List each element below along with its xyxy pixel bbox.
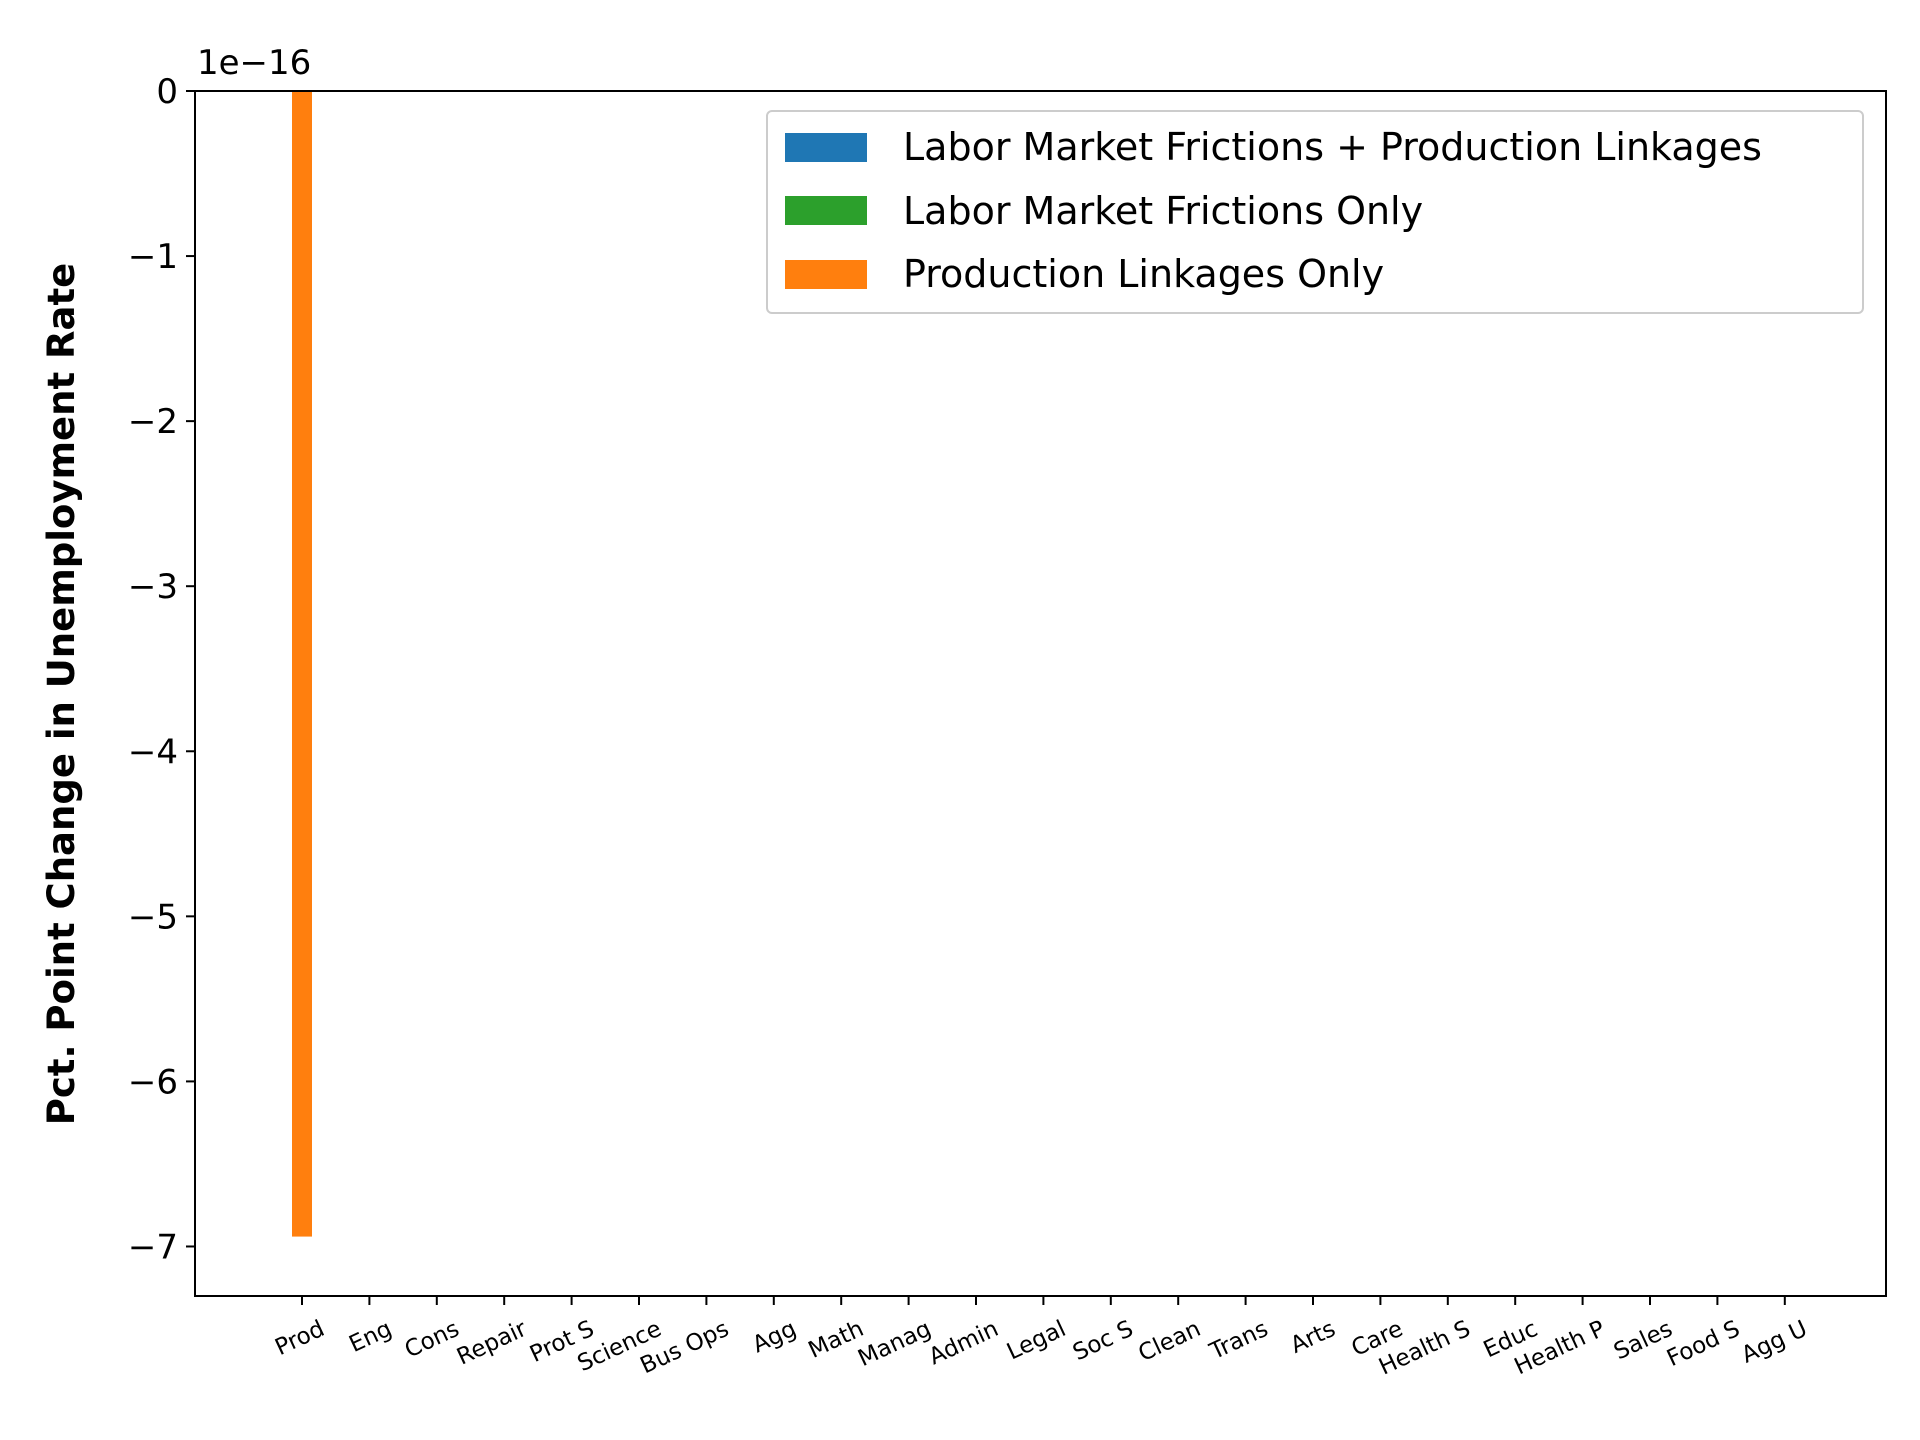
- legend-swatch-frictions: [785, 196, 867, 225]
- legend-label-frictions: Labor Market Frictions Only: [903, 189, 1423, 233]
- y-tick-label: −1: [128, 237, 178, 277]
- axis-offset-text: 1e−16: [197, 43, 311, 83]
- y-tick-label: −4: [128, 732, 178, 772]
- y-axis: 0 −1 −2 −3 −4 −5 −6 −7: [128, 72, 195, 1267]
- axes-frame: [194, 90, 1887, 1297]
- legend: Labor Market Frictions + Production Link…: [766, 110, 1864, 314]
- y-tick-label: −2: [128, 402, 178, 442]
- y-tick-label: −5: [128, 897, 178, 937]
- y-tick-label: −7: [128, 1227, 178, 1267]
- plot-area: [292, 91, 312, 1237]
- legend-label-combined: Labor Market Frictions + Production Link…: [903, 125, 1762, 169]
- legend-swatch-combined: [785, 133, 867, 162]
- y-axis-label: Pct. Point Change in Unemployment Rate: [40, 263, 83, 1126]
- y-tick-label: −6: [128, 1062, 178, 1102]
- y-tick-label: 0: [156, 72, 178, 112]
- legend-box: [766, 110, 1864, 314]
- bar-linkages-only: [292, 91, 312, 1237]
- y-tick-label: −3: [128, 567, 178, 607]
- legend-label-linkages: Production Linkages Only: [903, 252, 1384, 296]
- legend-swatch-linkages: [785, 260, 867, 289]
